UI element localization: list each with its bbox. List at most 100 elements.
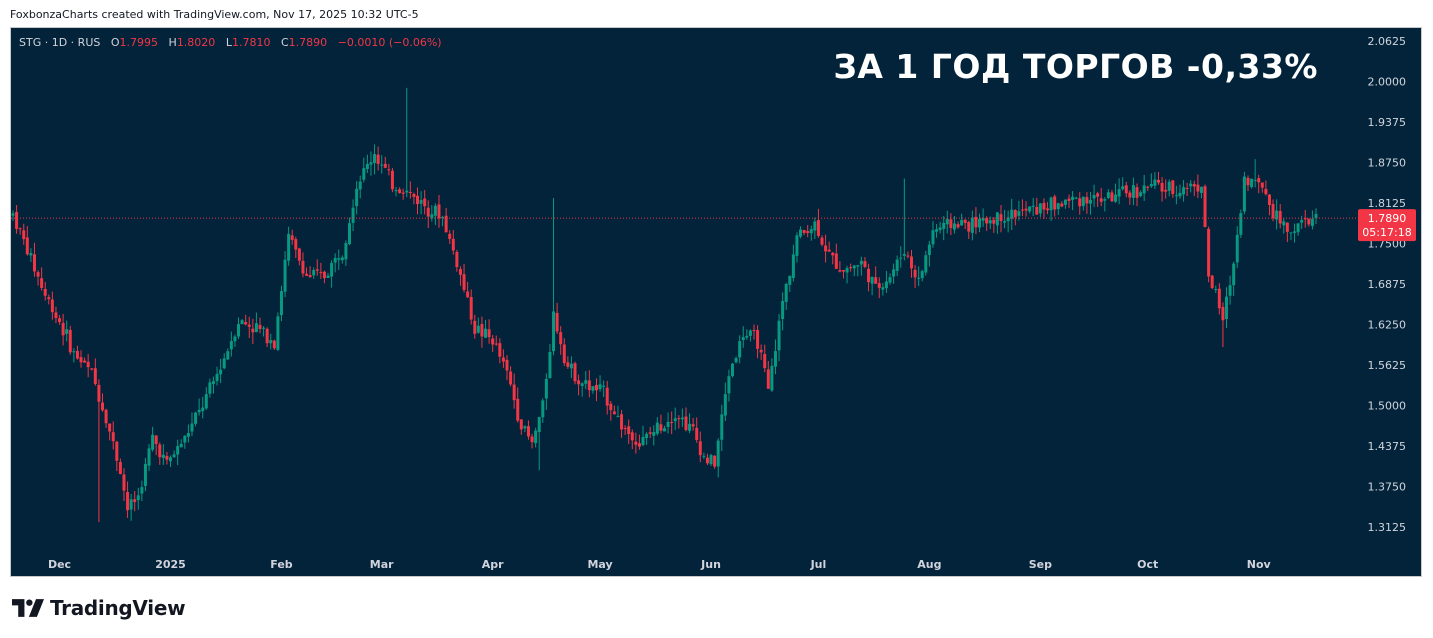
candle-body xyxy=(1182,187,1186,195)
candle-body xyxy=(881,287,885,290)
price-badge-countdown: 05:17:18 xyxy=(1362,226,1411,239)
candle-body xyxy=(573,363,577,382)
candle-body xyxy=(176,446,180,455)
candle-body xyxy=(1024,208,1028,211)
candle-body xyxy=(161,454,165,458)
candle-body xyxy=(390,170,394,190)
chart-panel[interactable]: 2.0625 2.0000 1.9375 1.8750 1.8125 1.7500 1.68… xyxy=(10,27,1422,577)
candle-body xyxy=(1232,263,1236,286)
candle-body xyxy=(1038,203,1042,214)
candle-body xyxy=(83,360,87,363)
candle-body xyxy=(279,291,283,316)
price-badge-value: 1.7890 xyxy=(1368,212,1407,225)
candle-body xyxy=(1053,196,1057,210)
candle-body xyxy=(555,312,559,332)
candle-body xyxy=(852,265,856,269)
candle-body xyxy=(974,216,978,228)
candle-body xyxy=(222,358,226,369)
candle-body xyxy=(716,440,720,467)
candle-body xyxy=(319,272,323,274)
candle-body xyxy=(1264,188,1268,195)
candle-body xyxy=(458,268,462,275)
candle-body xyxy=(949,219,953,229)
candle-body xyxy=(1031,205,1035,207)
candle-body xyxy=(408,192,412,194)
x-tick-label: Jun xyxy=(700,558,721,571)
candle-body xyxy=(473,320,477,334)
candle-body xyxy=(888,277,892,283)
candle-body xyxy=(1131,185,1135,198)
y-tick-label: 1.8750 xyxy=(1368,156,1407,169)
chart-attribution: FoxbonzaCharts created with TradingView.… xyxy=(10,8,419,21)
candle-body xyxy=(1085,197,1089,204)
x-tick-label: Aug xyxy=(917,558,941,571)
y-tick-label: 1.4375 xyxy=(1368,440,1407,453)
candle-body xyxy=(1257,178,1261,183)
candle-body xyxy=(773,351,777,367)
candle-body xyxy=(620,414,624,430)
candle-body xyxy=(340,257,344,261)
candle-body xyxy=(147,448,151,466)
candle-body xyxy=(587,380,591,391)
legend-open-value: 1.7995 xyxy=(119,36,159,49)
legend-change: −0.0010 (−0.06%) xyxy=(337,36,442,49)
candle-body xyxy=(970,217,974,233)
x-tick-label: Nov xyxy=(1247,558,1272,571)
candle-body xyxy=(559,332,563,345)
y-tick-label: 1.6875 xyxy=(1368,278,1407,291)
candle-body xyxy=(548,351,552,379)
price-chart[interactable]: 2.06252.00001.93751.87501.81251.75001.68… xyxy=(11,28,1421,576)
legend-symbol: STG · 1D · RUS xyxy=(19,36,101,49)
candle-body xyxy=(1081,196,1085,207)
candle-body xyxy=(115,441,119,461)
candle-body xyxy=(838,270,842,272)
candle-body xyxy=(43,288,47,296)
candle-body xyxy=(1196,184,1200,192)
y-tick-label: 1.8125 xyxy=(1368,197,1407,210)
candle-body xyxy=(312,270,316,276)
candle-body xyxy=(691,424,695,427)
candle-body xyxy=(766,369,770,389)
candle-body xyxy=(1310,218,1314,226)
candle-body xyxy=(301,260,305,274)
candle-body xyxy=(927,244,931,255)
candle-body xyxy=(906,255,910,257)
candle-body xyxy=(1042,202,1046,210)
candle-body xyxy=(598,384,602,390)
candle-body xyxy=(40,278,44,288)
candle-body xyxy=(1171,180,1175,195)
candle-body xyxy=(1017,211,1021,216)
candle-body xyxy=(18,228,22,230)
candle-body xyxy=(924,255,928,273)
candle-body xyxy=(122,474,126,491)
candle-body xyxy=(759,349,763,353)
x-tick-label: Apr xyxy=(482,558,504,571)
candle-body xyxy=(287,233,291,261)
candle-body xyxy=(1003,221,1007,223)
candle-body xyxy=(484,328,488,338)
legend-close-value: 1.7890 xyxy=(288,36,328,49)
candle-body xyxy=(1199,187,1203,193)
candle-body xyxy=(1013,210,1017,218)
candle-body xyxy=(1228,285,1232,296)
candle-body xyxy=(251,328,255,333)
candle-body xyxy=(1271,204,1275,219)
candle-body xyxy=(784,284,788,302)
candle-body xyxy=(258,324,262,329)
tradingview-footer[interactable]: TradingView xyxy=(12,596,186,620)
candle-body xyxy=(777,320,781,351)
candle-body xyxy=(856,265,860,267)
candle-body xyxy=(562,344,566,363)
candle-body xyxy=(15,211,19,229)
candle-body xyxy=(423,198,427,207)
candle-body xyxy=(362,168,366,180)
candle-body xyxy=(294,239,298,250)
candle-body xyxy=(1246,177,1250,186)
candle-body xyxy=(519,419,523,430)
candle-body xyxy=(1056,203,1060,210)
candle-body xyxy=(655,422,659,434)
x-tick-label: Sep xyxy=(1029,558,1052,571)
y-tick-label: 1.9375 xyxy=(1368,116,1407,129)
candle-body xyxy=(831,252,835,256)
candle-body xyxy=(283,259,287,292)
